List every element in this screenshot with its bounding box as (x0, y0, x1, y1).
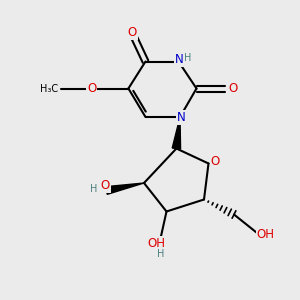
Text: H: H (184, 53, 191, 63)
Text: H: H (90, 184, 98, 194)
Text: OH: OH (256, 227, 274, 241)
Text: OH: OH (147, 237, 165, 250)
Text: N: N (177, 111, 186, 124)
Text: O: O (229, 82, 238, 95)
Polygon shape (172, 117, 181, 149)
Text: N: N (175, 52, 184, 66)
Text: O: O (128, 26, 136, 39)
Text: O: O (87, 82, 96, 95)
Text: O: O (100, 178, 109, 192)
Polygon shape (106, 183, 144, 194)
Text: H: H (157, 249, 164, 259)
Text: H₃C: H₃C (40, 83, 58, 94)
Text: O: O (211, 154, 220, 168)
